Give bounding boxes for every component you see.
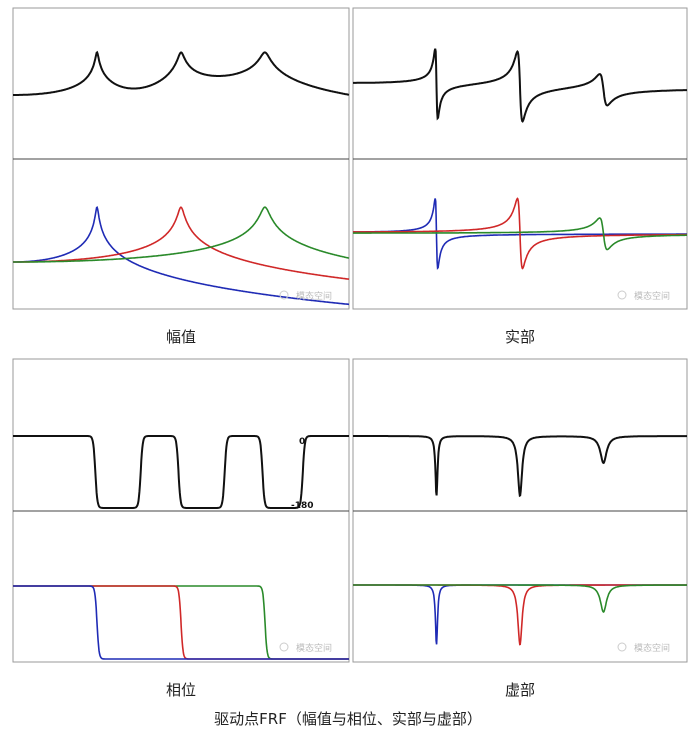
magnitude-caption: 幅值 — [165, 328, 197, 346]
phase-panel: 0 -180 模态空间 — [12, 358, 350, 663]
real-mode2-curve — [353, 197, 687, 270]
phase-mode1-curve — [13, 585, 349, 660]
phase-caption: 相位 — [165, 681, 197, 699]
real-sum-curve — [353, 48, 687, 123]
watermark-icon — [279, 642, 289, 652]
phase-zero-label: 0 — [299, 437, 305, 447]
imag-sum-curve — [353, 435, 687, 498]
imag-watermark: 模态空间 — [634, 642, 670, 654]
magnitude-panel: 模态空间 — [12, 7, 350, 310]
imag-caption: 虚部 — [504, 681, 536, 699]
watermark-icon — [617, 290, 627, 300]
figure-caption: 驱动点FRF（幅值与相位、实部与虚部） — [214, 710, 482, 728]
magnitude-watermark: 模态空间 — [296, 290, 332, 302]
real-watermark: 模态空间 — [634, 290, 670, 302]
real-panel: 模态空间 — [352, 7, 688, 310]
imag-mode3-curve — [353, 584, 687, 614]
real-mode3-curve — [353, 217, 687, 251]
watermark-icon — [617, 642, 627, 652]
imag-panel: 模态空间 — [352, 358, 688, 663]
watermark-icon — [279, 290, 289, 300]
magnitude-mode3-curve — [13, 206, 350, 263]
magnitude-mode1-curve — [13, 205, 349, 306]
phase-minus180-label: -180 — [291, 501, 314, 511]
phase-sum-curve — [13, 435, 349, 509]
magnitude-mode2-curve — [13, 206, 350, 280]
magnitude-sum-curve — [13, 50, 350, 96]
real-caption: 实部 — [504, 328, 536, 346]
phase-watermark: 模态空间 — [296, 642, 332, 654]
